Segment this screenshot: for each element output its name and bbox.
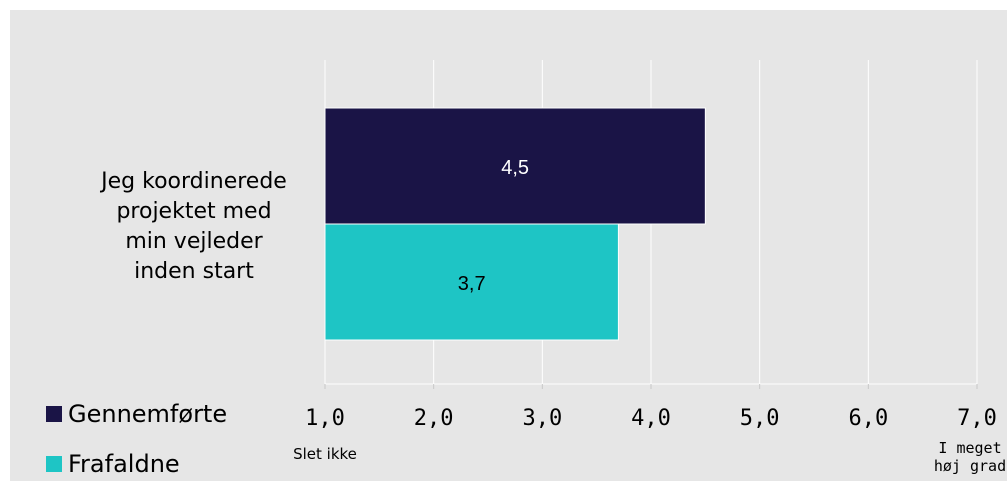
data-label-1-0: 3,7 <box>458 273 486 295</box>
legend-label-gennemforte: Gennemførte <box>68 400 228 428</box>
category-label-line-2: min vejleder <box>125 229 263 254</box>
x-tick-label-3: 4,0 <box>631 406 671 431</box>
bar-0-0 <box>324 107 706 225</box>
x-tick-label-6: 7,0 <box>957 406 997 431</box>
legend-label-frafaldne: Frafaldne <box>68 450 180 478</box>
category-label-line-1: projektet med <box>116 199 271 224</box>
category-label-line-3: inden start <box>134 259 254 284</box>
x-axis: 1,0 2,0 3,0 4,0 5,0 6,0 7,0 Slet ikke I meget høj… <box>293 383 1006 475</box>
legend-swatch-gennemforte <box>46 406 62 422</box>
x-tick-label-4: 5,0 <box>740 406 780 431</box>
bar-chart: 1,0 2,0 3,0 4,0 5,0 6,0 7,0 Slet ikke I meget høj… <box>99 60 1006 475</box>
x-tick-label-0: 1,0 <box>305 406 345 431</box>
x-max-label-line-1: høj grad <box>934 457 1006 475</box>
chart-area: 1,0 2,0 3,0 4,0 5,0 6,0 7,0 Slet ikke I meget høj… <box>10 10 1007 481</box>
x-max-label: I meget høj grad <box>934 439 1006 475</box>
labels: 4,5 3,7 Jeg koordinerede projektet med min v… <box>99 157 529 295</box>
x-max-label-line-0: I meget <box>938 439 1001 457</box>
legend-item-frafaldne: Frafaldne <box>46 450 180 478</box>
x-tick-label-2: 3,0 <box>522 406 562 431</box>
bar-1-0 <box>324 223 619 341</box>
legend-item-gennemforte: Gennemførte <box>46 400 227 428</box>
data-label-0-0: 4,5 <box>501 157 529 179</box>
x-tick-label-1: 2,0 <box>414 406 454 431</box>
legend-swatch-frafaldne <box>46 456 62 472</box>
x-min-label: Slet ikke <box>293 445 357 463</box>
x-tick-label-5: 6,0 <box>848 406 888 431</box>
category-label-line-0: Jeg koordinerede <box>99 169 287 194</box>
category-label-0: Jeg koordinerede projektet med min vejlede… <box>99 169 287 284</box>
bars <box>324 107 706 341</box>
